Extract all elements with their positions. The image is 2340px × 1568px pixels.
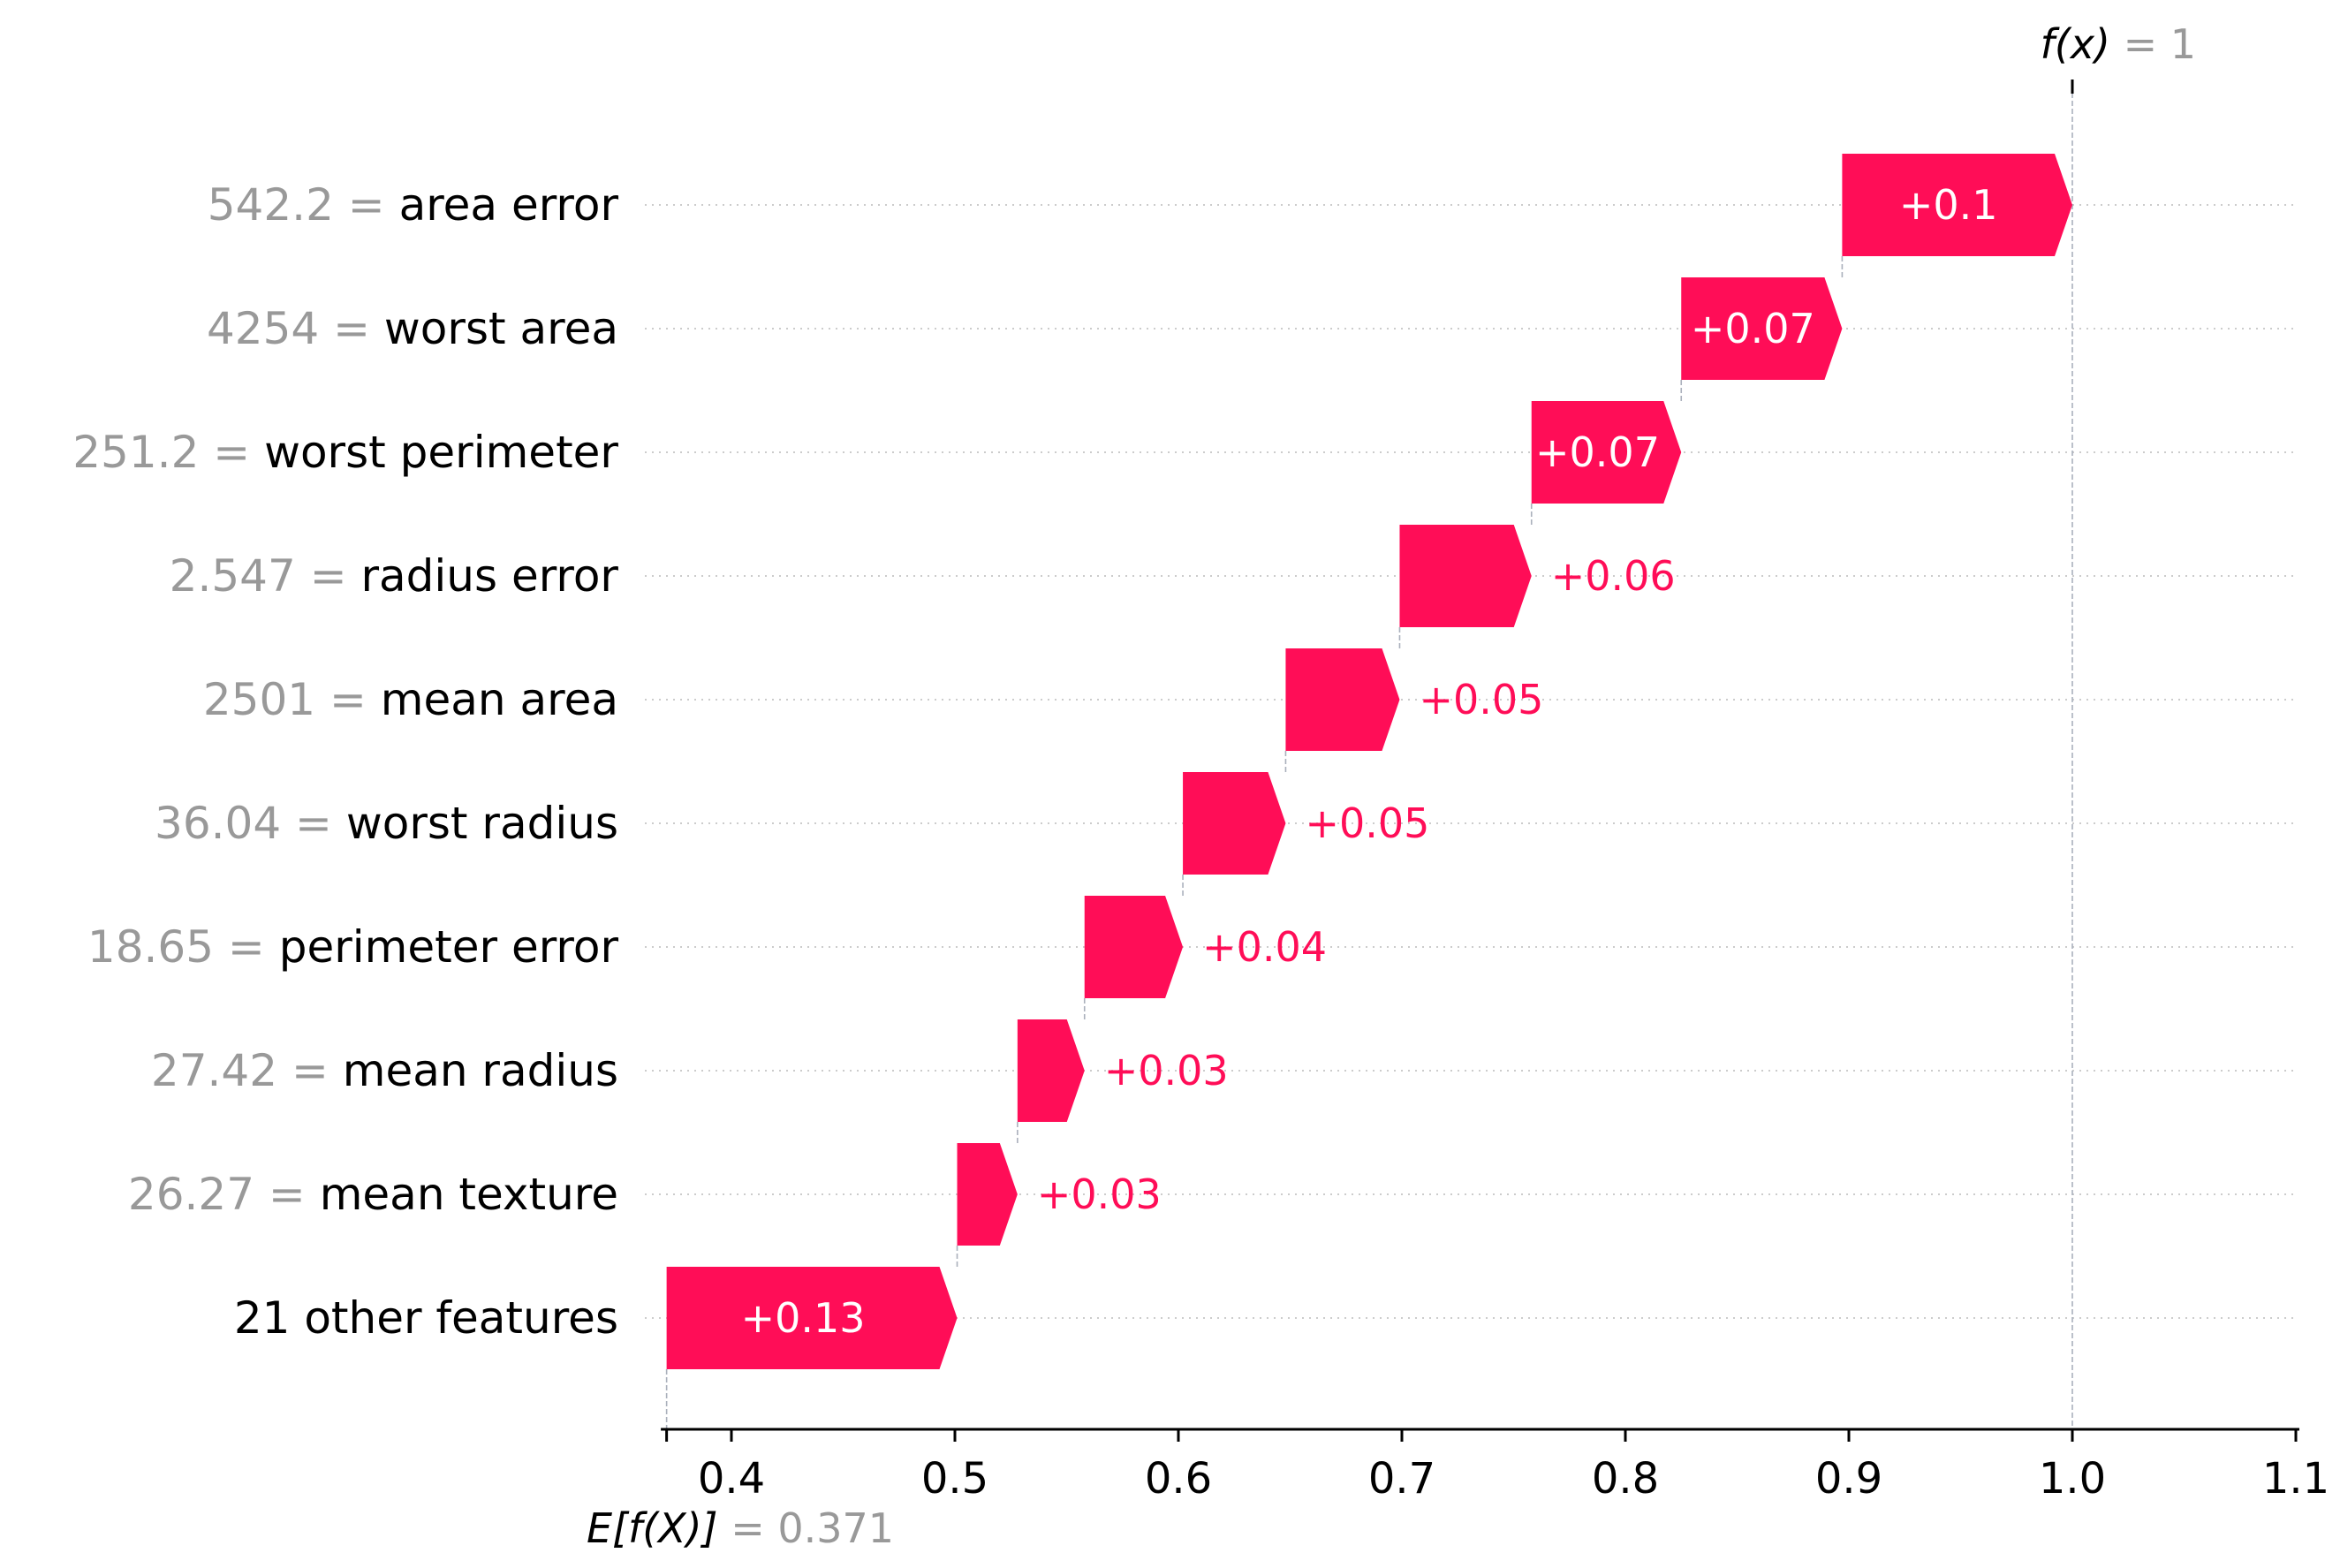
- output-value-text: = 1: [2124, 20, 2196, 68]
- x-tick-label: 1.0: [2039, 1454, 2106, 1504]
- x-axis: 0.4 0.5 0.6 0.7 0.8 0.9 1.0 1.1: [661, 80, 2329, 1504]
- feature-label: 27.42 = mean radius: [151, 1045, 618, 1096]
- feature-label: 2.547 = radius error: [170, 550, 619, 602]
- shap-bar-worst-area: [1681, 277, 1843, 380]
- shap-bar-worst-perimeter: [1531, 401, 1682, 504]
- feature-labels: 542.2 = area error 4254 = worst area 251.2…: [72, 179, 618, 1344]
- feature-label: 542.2 = area error: [208, 179, 619, 231]
- feature-name: worst radius: [346, 798, 618, 849]
- feature-name: worst perimeter: [264, 427, 618, 478]
- shap-bar-worst-radius: [1183, 772, 1286, 875]
- shap-value-label: +0.13: [741, 1294, 866, 1342]
- shap-value-label: +0.05: [1305, 799, 1429, 847]
- shap-bar-mean-texture: [957, 1143, 1018, 1246]
- feature-value: 2.547 =: [170, 550, 361, 602]
- output-value-label: f(x): [2041, 20, 2124, 68]
- feature-name: mean texture: [320, 1169, 618, 1220]
- shap-value-label: +0.03: [1104, 1047, 1229, 1095]
- shap-value-label: +0.06: [1551, 552, 1676, 600]
- base-value-label: E[f(X)]: [587, 1504, 731, 1552]
- feature-name: area error: [399, 179, 619, 231]
- shap-value-label: +0.03: [1037, 1170, 1162, 1218]
- feature-label: 18.65 = perimeter error: [87, 921, 619, 973]
- shap-value-label: +0.05: [1419, 676, 1543, 723]
- shap-bar-perimeter-error: [1084, 896, 1184, 998]
- x-tick-label: 0.9: [1815, 1454, 1882, 1504]
- feature-value: 18.65 =: [87, 921, 279, 973]
- base-value-annotation: E[f(X)] = 0.371: [587, 1504, 894, 1552]
- feature-label: 251.2 = worst perimeter: [72, 427, 618, 478]
- feature-label: 36.04 = worst radius: [155, 798, 618, 849]
- feature-label: 21 other features: [234, 1292, 618, 1344]
- shap-bar-mean-area: [1285, 648, 1400, 751]
- feature-name: mean area: [381, 674, 618, 725]
- shap-value-label: +0.04: [1202, 923, 1327, 971]
- feature-value: 4254 =: [207, 303, 384, 354]
- feature-value: 542.2 =: [208, 179, 399, 231]
- feature-name: mean radius: [343, 1045, 618, 1096]
- feature-value: 2501 =: [203, 674, 381, 725]
- grid-lines: [645, 204, 2295, 1319]
- base-value-text: = 0.371: [731, 1504, 894, 1552]
- shap-bar-mean-radius: [1017, 1019, 1085, 1122]
- feature-name: radius error: [360, 550, 618, 602]
- feature-name: worst area: [384, 303, 618, 354]
- feature-value: 27.42 =: [151, 1045, 343, 1096]
- shap-bar-radius-error: [1399, 525, 1532, 627]
- annotations: f(x) = 1 E[f(X)] = 0.371: [587, 20, 2196, 1552]
- shap-value-label: +0.1: [1899, 181, 1998, 229]
- feature-name: 21 other features: [234, 1292, 618, 1344]
- feature-label: 4254 = worst area: [207, 303, 618, 354]
- bars: +0.1 +0.07 +0.07 +0.06 +0.05 +0.05 +0.04 +0.03 +…: [666, 154, 2072, 1369]
- x-tick-label: 0.4: [698, 1454, 765, 1504]
- shap-value-label: +0.07: [1535, 428, 1660, 476]
- x-tick-label: 0.5: [921, 1454, 988, 1504]
- shap-bar-area-error: [1842, 154, 2072, 256]
- feature-value: 26.27 =: [128, 1169, 320, 1220]
- shap-bar-21-other-features: [666, 1267, 958, 1369]
- feature-name: perimeter error: [279, 921, 619, 973]
- x-tick-label: 1.1: [2262, 1454, 2329, 1504]
- x-tick-label: 0.8: [1592, 1454, 1659, 1504]
- feature-label: 2501 = mean area: [203, 674, 618, 725]
- feature-label: 26.27 = mean texture: [128, 1169, 618, 1220]
- x-tick-label: 0.7: [1368, 1454, 1435, 1504]
- connector-lines: [665, 85, 2073, 1429]
- shap-value-label: +0.07: [1691, 305, 1815, 352]
- feature-value: 251.2 =: [72, 427, 264, 478]
- x-tick-label: 0.6: [1145, 1454, 1212, 1504]
- output-value-annotation: f(x) = 1: [2041, 20, 2196, 68]
- feature-value: 36.04 =: [155, 798, 346, 849]
